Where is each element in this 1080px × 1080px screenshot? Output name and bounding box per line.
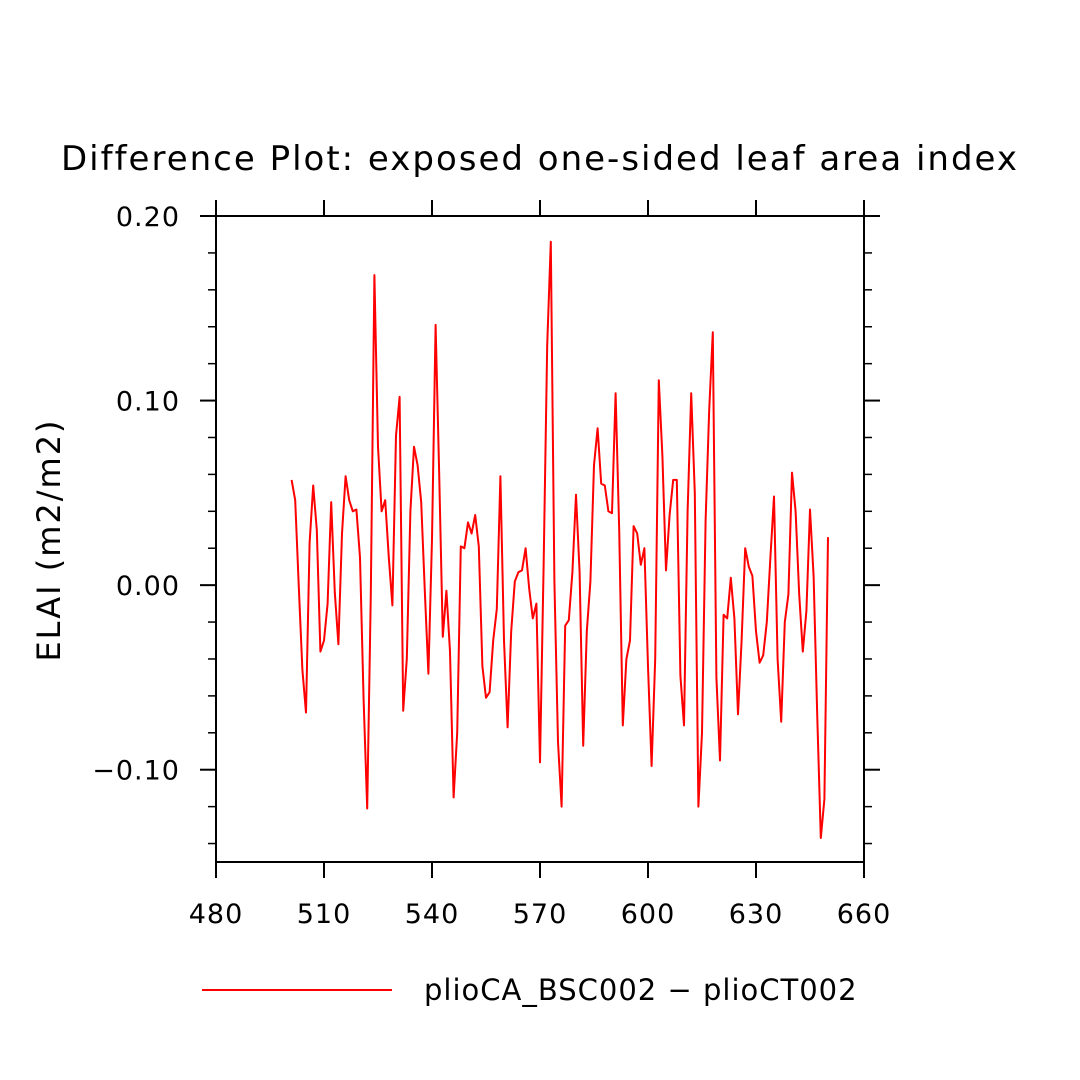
series-group (290, 240, 829, 839)
chart-title: Difference Plot: exposed one-sided leaf … (61, 139, 1019, 179)
y-tick-label: 0.20 (116, 202, 180, 233)
plot-frame (215, 215, 865, 863)
y-axis-title: ELAI (m2/m2) (30, 418, 68, 661)
x-tick-label: 540 (405, 899, 460, 930)
y-tick-labels: −0.10 0.00 0.10 0.20 (92, 202, 180, 787)
legend: plioCA_BSC002 − plioCT002 (202, 973, 858, 1007)
y-tick-label: 0.00 (116, 571, 180, 602)
series-line (290, 240, 829, 839)
x-tick-label: 570 (513, 899, 568, 930)
x-tick-label: 600 (621, 899, 676, 930)
x-tick-label: 480 (189, 899, 244, 930)
y-minor-ticks (208, 252, 872, 845)
x-tick-labels: 480 510 540 570 600 630 660 (189, 899, 892, 930)
x-tick-label: 660 (837, 899, 892, 930)
y-tick-label: 0.10 (116, 387, 180, 418)
y-axis-ticks (200, 215, 880, 771)
x-tick-label: 510 (297, 899, 352, 930)
legend-label: plioCA_BSC002 − plioCT002 (424, 973, 858, 1007)
x-axis-ticks (215, 200, 865, 878)
x-tick-label: 630 (729, 899, 784, 930)
y-tick-label: −0.10 (92, 756, 180, 787)
